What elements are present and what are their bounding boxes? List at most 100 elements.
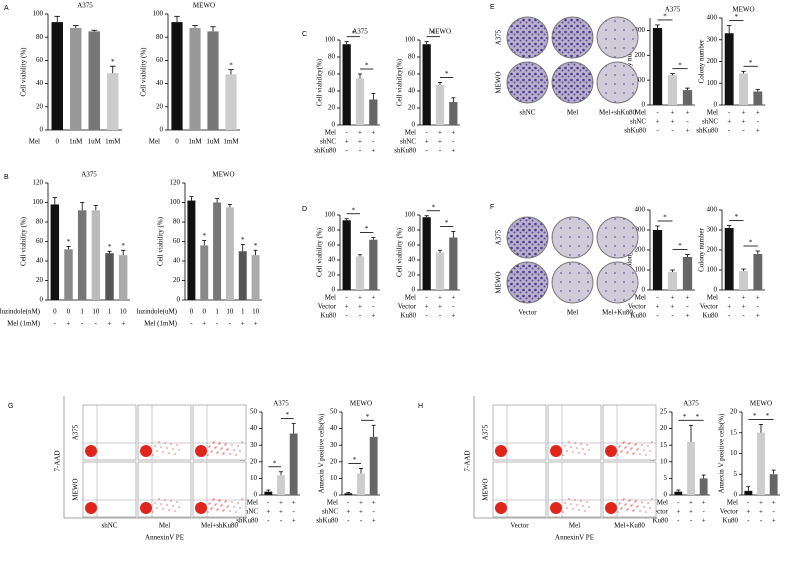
row-cell: + <box>359 508 363 516</box>
cell-dot <box>221 447 223 449</box>
y-tick-label: 20 <box>330 457 338 465</box>
row-cell: + <box>266 508 270 516</box>
cell-dot <box>160 446 162 448</box>
row-label: Mel <box>635 109 646 117</box>
chart-title: A375 <box>273 400 289 408</box>
bracket-star: * <box>445 70 449 78</box>
row-cell: + <box>756 294 760 302</box>
colony-plate <box>551 16 594 59</box>
row-cell: + <box>438 294 442 302</box>
col-label: Mel <box>567 309 578 317</box>
y-tick-label: 120 <box>170 179 181 187</box>
bar <box>652 27 663 106</box>
row-label: shKu80 <box>316 517 338 525</box>
row-label: MEWO <box>495 71 503 93</box>
row-cell: - <box>728 294 731 302</box>
bar <box>449 102 458 125</box>
y-tick-label: 60 <box>36 56 44 64</box>
cell-dot <box>215 446 217 448</box>
bracket-star: * <box>273 459 277 467</box>
significance-star: * <box>67 238 71 246</box>
y-axis-label: Cell viability (%) <box>140 47 148 97</box>
row-label: Mel <box>29 138 40 146</box>
cell-dot <box>628 443 630 445</box>
y-tick-label: 40 <box>408 256 416 264</box>
y-tick-label: 20 <box>156 102 164 110</box>
cell-dot <box>621 507 623 509</box>
y-tick-label: 10 <box>250 474 258 482</box>
cell-dot <box>619 502 621 504</box>
y-tick-label: 10 <box>660 457 668 465</box>
row-label: Mel <box>327 499 338 507</box>
row-cell: + <box>358 138 362 146</box>
col-label: Mel <box>567 109 578 117</box>
row-cell: + <box>345 303 349 311</box>
row-cell: 1mM <box>223 138 239 146</box>
y-tick-label: 300 <box>707 226 718 234</box>
bar <box>757 432 765 495</box>
cell-dot <box>178 506 180 508</box>
significance-star: * <box>121 242 125 250</box>
row-cell: - <box>728 109 731 117</box>
y-tick-label: 10 <box>330 474 338 482</box>
bar <box>289 433 298 495</box>
y-tick-label: 200 <box>707 246 718 254</box>
row-cell: 1 <box>215 308 219 316</box>
bar <box>264 491 273 495</box>
row-cell: + <box>671 303 675 311</box>
row-cell: + <box>727 118 731 126</box>
y-tick-label: 0 <box>642 101 646 109</box>
bracket-star: * <box>353 456 357 464</box>
y-tick-label: 50 <box>330 408 338 416</box>
col-label: shNC <box>102 522 118 530</box>
bracket-star: * <box>766 412 770 420</box>
cell-dot <box>172 505 174 507</box>
y-tick-label: 5 <box>664 474 668 482</box>
cell-dot <box>623 498 625 500</box>
row-cell: + <box>742 303 746 311</box>
bar <box>277 475 285 495</box>
bracket-star: * <box>365 62 369 70</box>
bar <box>187 200 196 300</box>
cell-dot <box>212 499 214 501</box>
row-label: shKu80 <box>314 147 336 155</box>
y-tick-label: 60 <box>408 70 416 78</box>
y-tick-label: 200 <box>635 246 646 254</box>
y-tick-label: 60 <box>173 237 181 245</box>
row-cell: - <box>671 312 674 320</box>
bar <box>369 99 378 125</box>
cell-dot <box>578 509 580 511</box>
bar <box>225 74 237 130</box>
bar <box>171 22 183 130</box>
cell-dot <box>562 454 564 456</box>
row-cell: + <box>292 499 296 507</box>
cell-dot <box>214 447 216 449</box>
row-label: Vector <box>720 508 739 516</box>
bracket-star: * <box>749 59 753 67</box>
cell-dot <box>216 452 218 454</box>
cell-dot <box>162 508 164 510</box>
row-cell: + <box>279 508 283 516</box>
cell-dot <box>582 505 584 507</box>
row-cell: - <box>372 508 375 516</box>
y-tick-label: 40 <box>408 87 416 95</box>
y-tick-label: 25 <box>660 408 668 416</box>
y-tick-label: 80 <box>328 53 336 61</box>
cell-dot <box>235 454 237 456</box>
row-cell: - <box>190 320 193 328</box>
bracket-star: * <box>678 61 682 69</box>
cell-dot <box>584 510 586 512</box>
bracket-star: * <box>735 13 739 21</box>
cell-dot <box>643 506 645 508</box>
cell-dot <box>641 444 643 446</box>
row-cell: + <box>727 303 731 311</box>
y-tick-label: 20 <box>730 408 738 416</box>
cell-dot <box>629 442 631 444</box>
panel-label: F <box>490 204 494 211</box>
bracket-star: * <box>352 206 356 214</box>
y-tick-label: 0 <box>332 286 336 294</box>
y-tick-label: 15 <box>660 441 668 449</box>
cell-dot <box>156 450 158 452</box>
cell-dot <box>217 451 219 453</box>
row-cell: - <box>702 508 705 516</box>
